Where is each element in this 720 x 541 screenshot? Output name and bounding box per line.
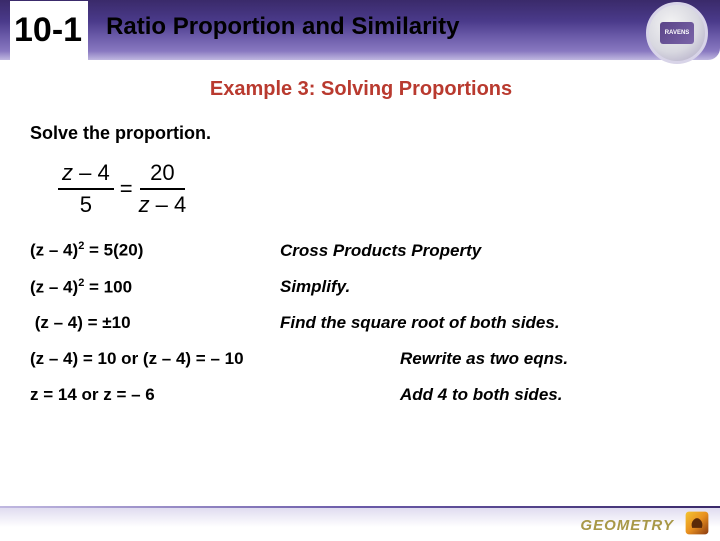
step-row: (z – 4)2 = 5(20)Cross Products Property (30, 240, 692, 261)
main-equation: z – 4 5 = 20 z – 4 (58, 160, 692, 218)
fraction-left: z – 4 5 (58, 160, 114, 218)
solution-steps: (z – 4)2 = 5(20)Cross Products Property(… (30, 240, 692, 405)
step-equation: (z – 4)2 = 100 (30, 277, 280, 298)
step-equation: (z – 4)2 = 5(20) (30, 240, 280, 261)
school-logo: RAVENS (646, 2, 708, 64)
var-z: z (62, 160, 73, 185)
var-z2: z (139, 192, 150, 217)
header-bar: 10-1 Ratio Proportion and Similarity RAV… (0, 0, 720, 60)
step-row: (z – 4) = ±10Find the square root of bot… (30, 313, 692, 333)
step-equation: (z – 4) = ±10 (30, 313, 280, 333)
equals-sign: = (120, 176, 133, 202)
minus-4: – 4 (73, 160, 110, 185)
step-row: (z – 4)2 = 100Simplify. (30, 277, 692, 298)
step-reason: Rewrite as two eqns. (400, 349, 568, 369)
footer-label: GEOMETRY (580, 517, 674, 534)
step-reason: Simplify. (280, 277, 350, 297)
step-reason: Cross Products Property (280, 241, 481, 261)
step-equation: z = 14 or z = – 6 (30, 385, 400, 405)
den-5: 5 (80, 190, 92, 218)
step-equation: (z – 4) = 10 or (z – 4) = – 10 (30, 349, 400, 369)
minus-4b: – 4 (150, 192, 187, 217)
fraction-right: 20 z – 4 (139, 160, 187, 218)
section-number: 10-1 (10, 1, 88, 60)
footer-bear-icon (684, 510, 710, 536)
num-20: 20 (140, 160, 184, 190)
ravens-icon: RAVENS (660, 22, 694, 44)
slide-content: Example 3: Solving Proportions Solve the… (0, 60, 720, 405)
chapter-title: Ratio Proportion and Similarity (106, 13, 459, 41)
step-row: (z – 4) = 10 or (z – 4) = – 10Rewrite as… (30, 349, 692, 369)
example-title: Example 3: Solving Proportions (30, 78, 692, 101)
footer-line (0, 506, 720, 508)
prompt-text: Solve the proportion. (30, 123, 692, 144)
step-row: z = 14 or z = – 6Add 4 to both sides. (30, 385, 692, 405)
step-reason: Add 4 to both sides. (400, 385, 562, 405)
step-reason: Find the square root of both sides. (280, 313, 560, 333)
